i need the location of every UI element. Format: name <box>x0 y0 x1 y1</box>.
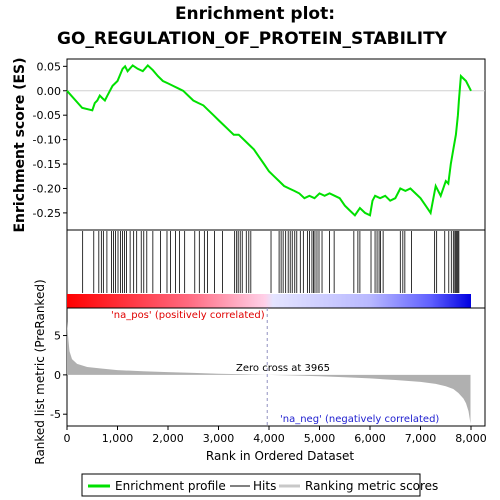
x-tick-label: 7,000 <box>405 432 437 445</box>
chart-title-line2: GO_REGULATION_OF_PROTEIN_STABILITY <box>57 29 448 49</box>
es-tick-label: -0.05 <box>33 109 61 122</box>
metric-tick-label: 0 <box>54 369 61 382</box>
x-tick-label: 3,000 <box>203 432 235 445</box>
metric-panel: 5 0 -5 'na_pos' (positively correlated) Ze… <box>50 307 486 427</box>
neg-correlated-label: 'na_neg' (negatively correlated) <box>280 414 439 425</box>
legend-frame <box>81 473 421 497</box>
metric-axis-label: Ranked list metric (PreRanked) <box>33 279 47 464</box>
es-tick-label: -0.20 <box>33 182 61 195</box>
es-panel: 0.05 0.00 -0.05 -0.10 -0.15 -0.20 -0.25 <box>33 58 486 231</box>
x-tick-label: 6,000 <box>354 432 386 445</box>
metric-ticks: 5 0 -5 <box>50 330 67 421</box>
x-tick-label: 1,000 <box>102 432 134 445</box>
es-panel-frame <box>66 58 486 231</box>
es-tick-label: 0.00 <box>37 85 62 98</box>
ranking-metric-area <box>67 321 471 424</box>
hits-panel <box>66 229 486 309</box>
es-tick-label: -0.25 <box>33 207 61 220</box>
es-axis-label: Enrichment score (ES) <box>12 57 28 232</box>
x-tick-label: 8,000 <box>455 432 487 445</box>
chart-title-line1: Enrichment plot: <box>175 4 335 24</box>
pos-correlated-label: 'na_pos' (positively correlated) <box>111 310 265 321</box>
legend-hits-label: Hits <box>253 479 276 493</box>
es-ticks: 0.05 0.00 -0.05 -0.10 -0.15 -0.20 -0.25 <box>33 60 67 220</box>
x-tick-label: 2,000 <box>152 432 184 445</box>
zero-cross-label: Zero cross at 3965 <box>236 363 330 374</box>
x-tick-label: 0 <box>64 432 71 445</box>
x-ticks: 0 1,000 2,000 3,000 4,000 5,000 6,000 7,000 8,00… <box>64 426 487 445</box>
es-tick-label: -0.15 <box>33 158 61 171</box>
metric-tick-label: 5 <box>54 330 61 343</box>
es-tick-label: -0.10 <box>33 134 61 147</box>
hit-lines <box>82 231 460 293</box>
enrichment-profile-line <box>66 63 472 217</box>
legend: Enrichment profile Hits Ranking metric s… <box>81 473 438 497</box>
es-tick-label: 0.05 <box>37 60 62 73</box>
legend-metric-label: Ranking metric scores <box>305 479 438 493</box>
legend-profile-label: Enrichment profile <box>115 479 226 493</box>
x-tick-label: 4,000 <box>253 432 285 445</box>
ranked-list-color-bar <box>67 294 471 308</box>
x-axis-label: Rank in Ordered Dataset <box>206 449 354 463</box>
x-tick-label: 5,000 <box>304 432 336 445</box>
metric-panel-frame <box>66 307 486 427</box>
metric-tick-label: -5 <box>50 408 61 421</box>
